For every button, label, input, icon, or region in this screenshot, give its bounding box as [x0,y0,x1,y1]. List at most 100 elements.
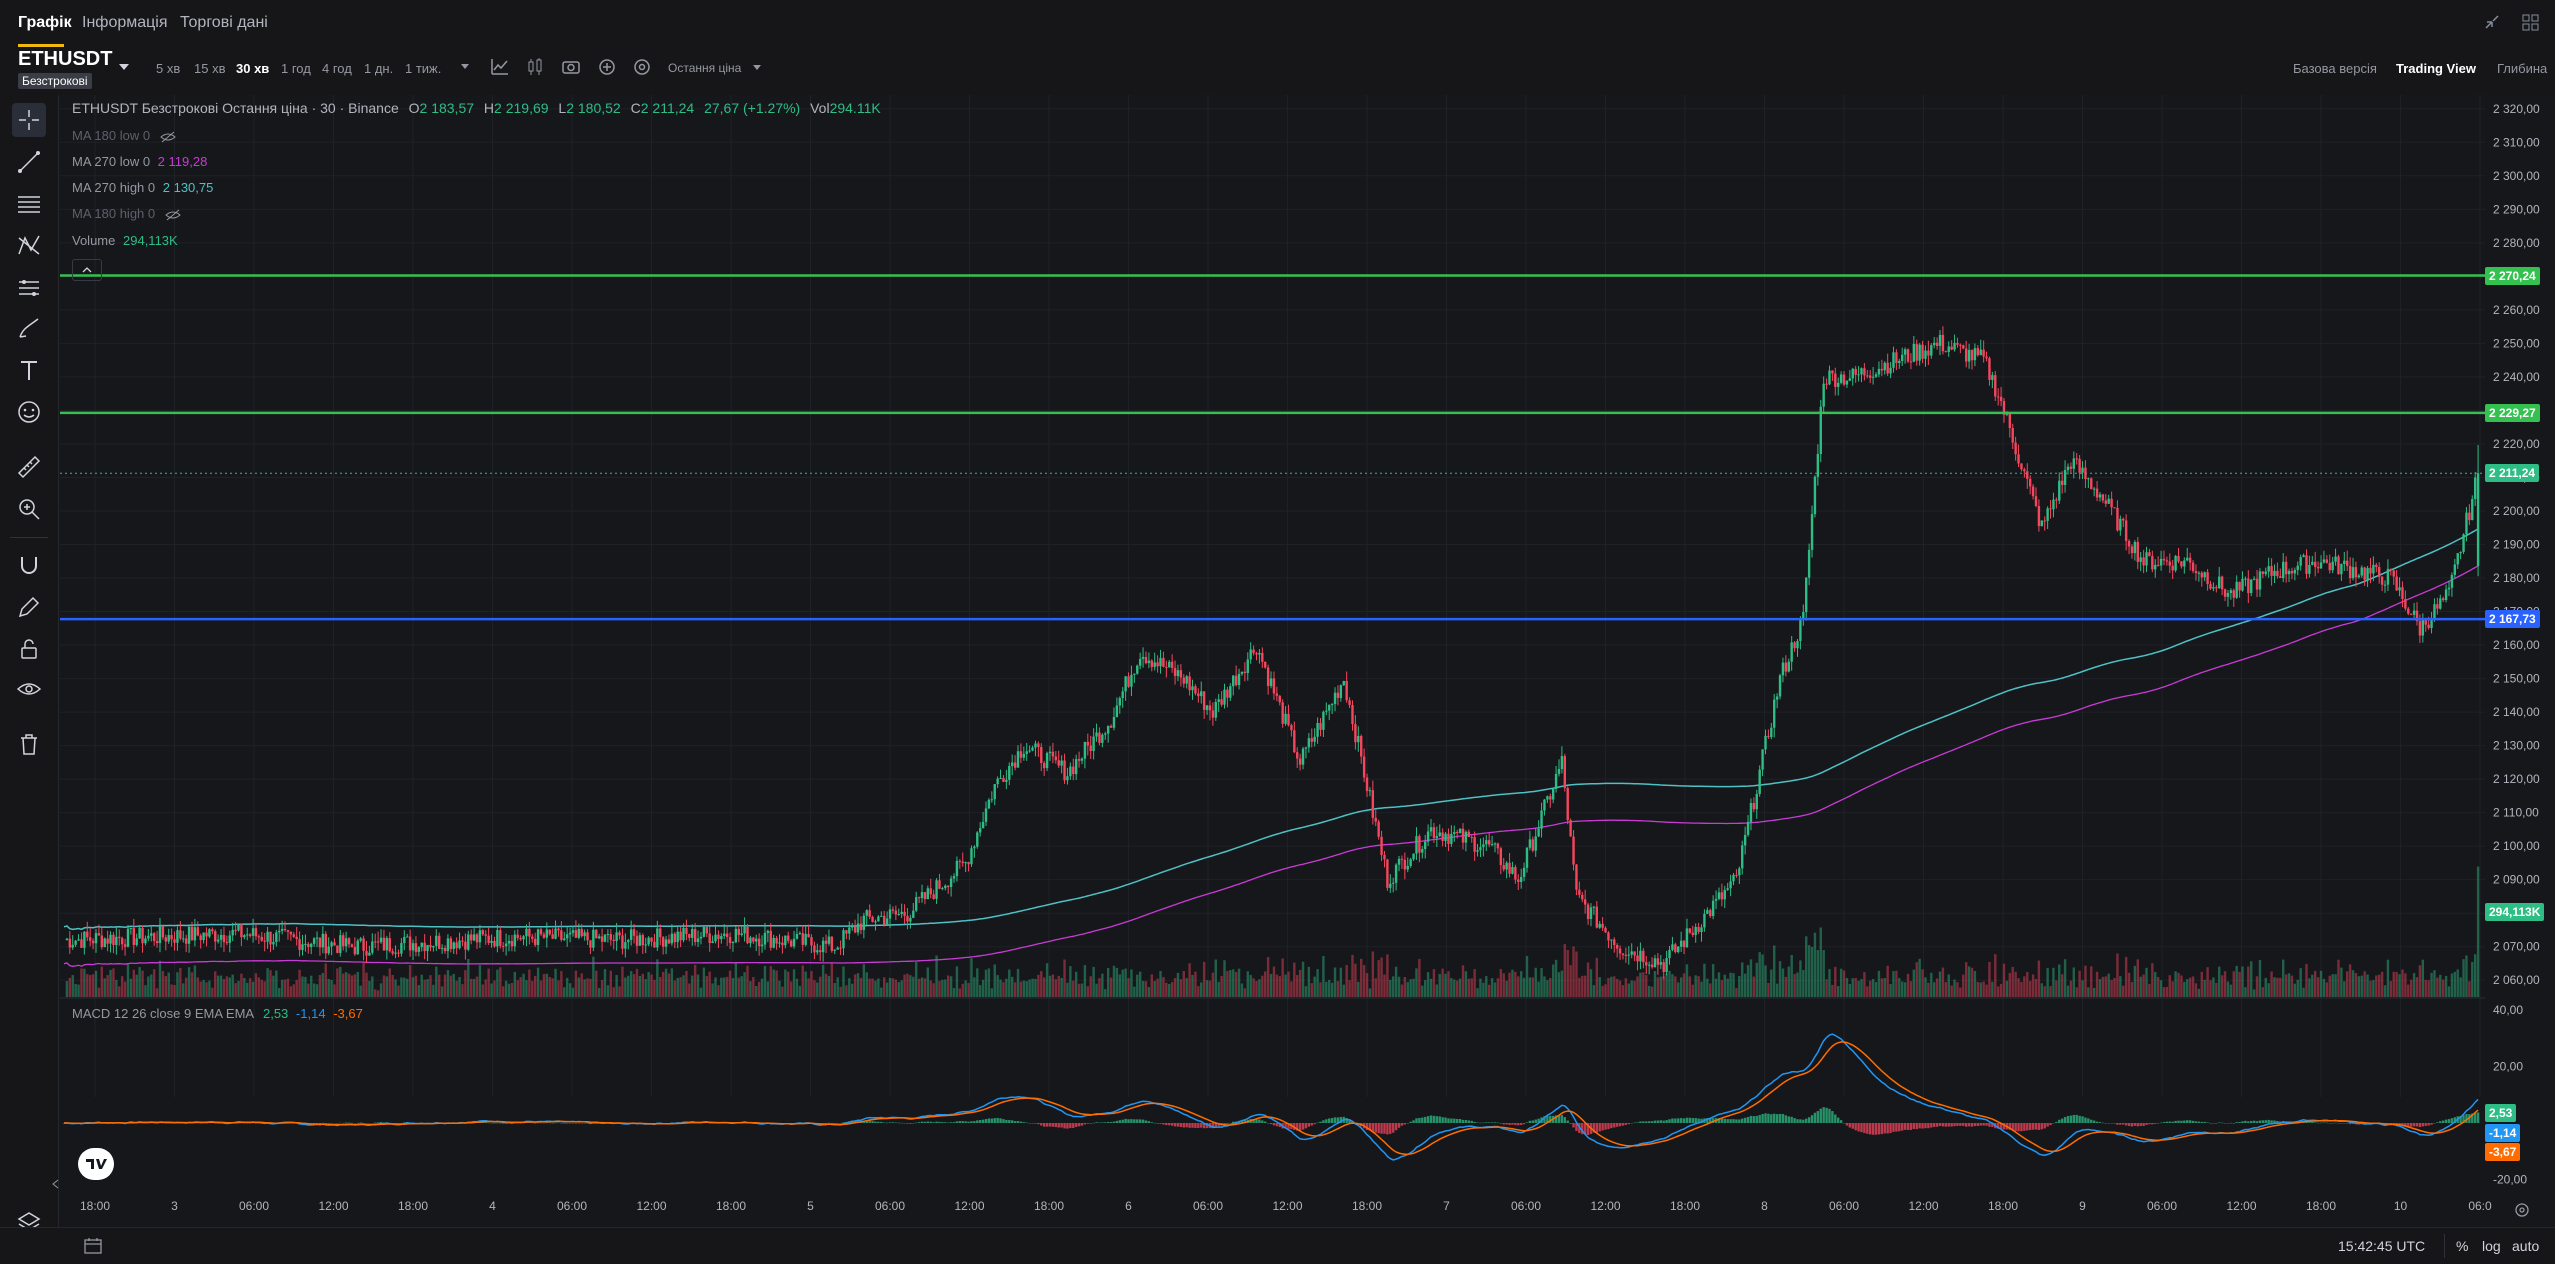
brush-tool[interactable] [12,311,46,345]
candle-body [1947,346,1950,352]
tradingview-logo[interactable] [78,1148,114,1180]
macd-hist-bar [2072,1114,2076,1123]
calendar-range-icon[interactable] [82,1236,104,1256]
macd-hist-bar [2314,1122,2317,1123]
tab-trading-data[interactable]: Торгові дані [180,14,268,31]
timeframe-4h[interactable]: 4 год [322,61,352,76]
collapse-toolbar-icon[interactable] [50,1178,60,1190]
timeframe-5m[interactable]: 5 хв [156,61,181,76]
candle-body [2247,578,2250,594]
keep-drawing-tool[interactable] [12,590,46,624]
collapse-legend-button[interactable] [72,259,102,281]
prediction-tool[interactable] [12,271,46,305]
macd-hist-bar [2229,1122,2233,1124]
indicators-icon[interactable] [489,56,511,78]
macd-hist-bar [1738,1119,1741,1123]
time-axis-label: 06:00 [1193,1199,1223,1213]
lock-icon [21,639,37,659]
volume-bar [1927,982,1930,997]
price-axis-label: 2 060,00 [2493,973,2540,987]
candle-body [1709,910,1712,917]
timeframe-1h[interactable]: 1 год [281,61,311,76]
view-depth[interactable]: Глибина [2497,61,2548,76]
price-type-select[interactable]: Остання ціна [668,61,742,75]
volume-bar [275,970,278,997]
macd-hist-bar [1089,1123,1092,1124]
price-chart[interactable]: 2 320,002 310,002 300,002 290,002 280,00… [60,95,2555,1227]
macd-hist-bar [2325,1122,2329,1124]
add-icon[interactable] [596,56,618,78]
macd-hist-bar [981,1119,985,1123]
symbol-dropdown-icon[interactable] [118,62,130,72]
percent-scale-toggle[interactable]: % [2456,1238,2469,1254]
volume-bar [952,988,956,997]
macd-hist-bar [903,1123,906,1124]
auto-scale-toggle[interactable]: auto [2512,1238,2540,1254]
volume-bar [1319,982,1322,997]
volume-bar [1787,966,1790,997]
macd-axis-label: 20,00 [2493,1060,2523,1074]
candle-body [900,911,903,914]
candle-body [496,930,499,947]
macd-hist-bar [1005,1119,1008,1123]
price-type-dropdown-icon[interactable] [752,64,762,72]
macd-hist-bar [2151,1123,2154,1125]
emoji-tool[interactable] [12,395,46,429]
hide-drawings-tool[interactable] [12,672,46,706]
macd-hist-bar [1671,1118,1674,1123]
chart-type-icon[interactable] [524,56,546,78]
timeframe-1d[interactable]: 1 дн. [364,61,394,76]
legend-ma180-high[interactable]: MA 180 high 0 [72,206,181,221]
volume-bar [2162,987,2166,997]
volume-bar [1153,980,1156,997]
chart-settings-icon[interactable] [2512,1200,2532,1220]
trendline-tool[interactable] [12,145,46,179]
candle-body [205,932,208,937]
volume-bar [1615,978,1619,997]
legend-ma180-low[interactable]: MA 180 low 0 [72,128,176,143]
pattern-tool[interactable] [12,229,46,263]
log-scale-toggle[interactable]: log [2482,1238,2501,1254]
macd-hist-bar [2238,1122,2241,1123]
view-basic[interactable]: Базова версія [2293,61,2377,76]
legend-macd[interactable]: MACD 12 26 close 9 EMA EMA 2,53 -1,14 -3… [72,1006,363,1021]
candle-body [1502,865,1505,870]
view-tradingview[interactable]: Trading View [2396,61,2476,76]
volume-bar [2049,986,2052,997]
timeframe-30m[interactable]: 30 хв [236,61,270,76]
candle-body [1168,661,1171,668]
settings-icon[interactable] [631,56,653,78]
remove-drawings-tool[interactable] [12,727,46,761]
volume-bar [2028,980,2032,997]
macd-hist-bar [935,1121,938,1123]
tab-chart[interactable]: Графік [18,14,72,31]
price-axis-label: 2 190,00 [2493,538,2540,552]
hidden-eye-icon[interactable] [159,131,176,143]
fib-tool[interactable] [12,187,46,221]
macd-hist-bar [1322,1120,1325,1123]
timeframe-1w[interactable]: 1 тиж. [405,61,442,76]
collapse-icon[interactable] [2482,12,2502,32]
measure-tool[interactable] [12,450,46,484]
hidden-eye-icon[interactable] [164,209,181,221]
camera-icon[interactable] [560,56,582,78]
zoom-tool[interactable] [12,492,46,526]
candle-body [807,933,810,938]
timeframe-dropdown-icon[interactable] [460,63,470,71]
crosshair-tool[interactable] [12,103,46,137]
legend-ma270-low[interactable]: MA 270 low 0 2 119,28 [72,154,207,169]
legend-ma270-high[interactable]: MA 270 high 0 2 130,75 [72,180,213,195]
macd-hist-bar [1397,1123,1401,1128]
legend-volume-indicator[interactable]: Volume 294,113K [72,233,178,248]
utc-clock[interactable]: 15:42:45 UTC [2338,1238,2426,1254]
volume-bar [1714,978,1718,997]
grid-layout-icon[interactable] [2520,12,2540,32]
candle-body [208,929,211,937]
volume-bar [2369,980,2372,997]
tab-info[interactable]: Інформація [82,14,168,31]
magnet-tool[interactable] [12,548,46,582]
timeframe-15m[interactable]: 15 хв [194,61,226,76]
text-tool[interactable] [12,353,46,387]
lock-drawings-tool[interactable] [12,632,46,666]
symbol-name[interactable]: ETHUSDT [18,48,113,70]
